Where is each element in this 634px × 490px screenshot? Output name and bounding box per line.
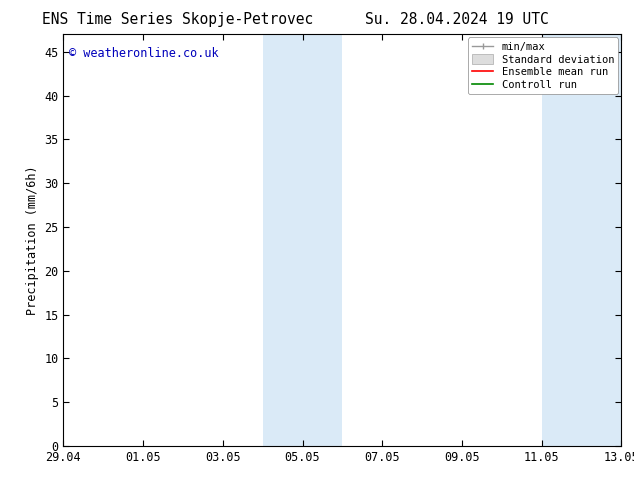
Text: ENS Time Series Skopje-Petrovec: ENS Time Series Skopje-Petrovec (42, 12, 313, 27)
Y-axis label: Precipitation (mm/6h): Precipitation (mm/6h) (26, 165, 39, 315)
Bar (541, 34, 621, 446)
Text: Su. 28.04.2024 19 UTC: Su. 28.04.2024 19 UTC (365, 12, 548, 27)
Legend: min/max, Standard deviation, Ensemble mean run, Controll run: min/max, Standard deviation, Ensemble me… (468, 37, 618, 95)
Text: © weatheronline.co.uk: © weatheronline.co.uk (69, 47, 219, 60)
Bar (262, 34, 342, 446)
